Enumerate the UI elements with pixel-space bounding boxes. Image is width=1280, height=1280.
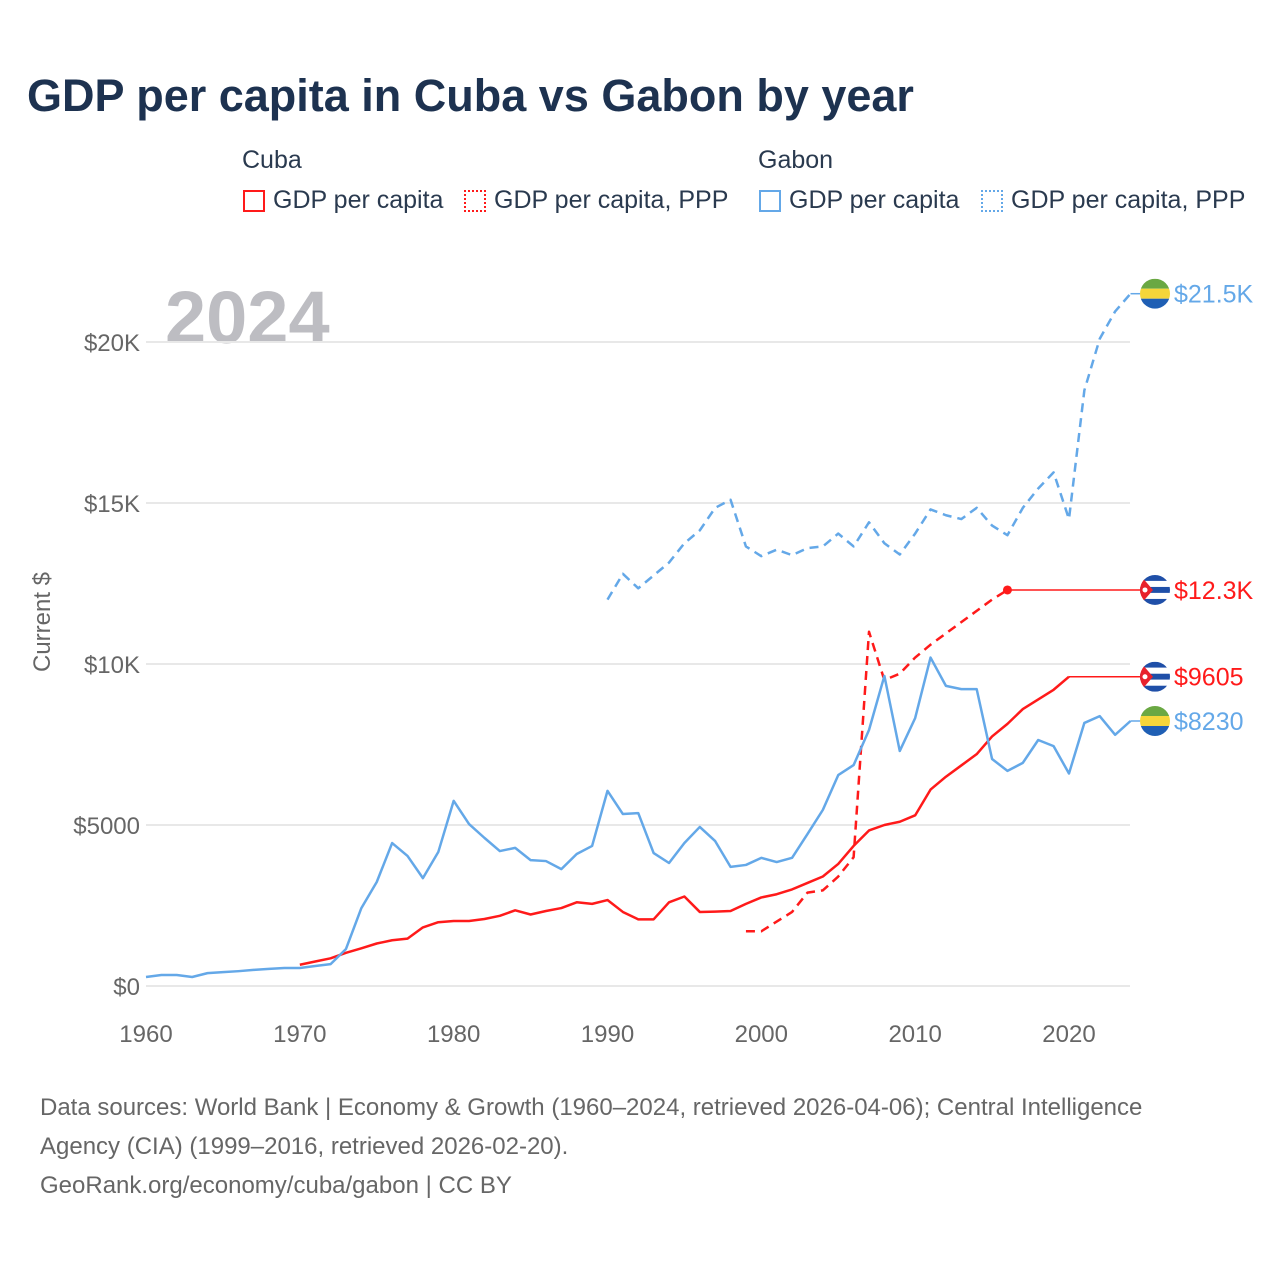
legend-label: GDP per capita <box>273 186 444 214</box>
y-tick-label: $0 <box>113 974 140 1001</box>
legend-swatch-solid-blue <box>759 189 781 212</box>
stripe <box>1140 598 1170 605</box>
legend-swatch-solid-red <box>243 189 265 212</box>
attribution[interactable]: GeoRank.org/economy/cuba/gabon | CC BY <box>40 1172 512 1199</box>
x-tick-label: 1960 <box>119 1021 172 1048</box>
stripe <box>1140 580 1170 587</box>
year-watermark: 2024 <box>165 276 330 359</box>
series-line-cuba-gdp <box>299 675 1070 966</box>
legend-label: GDP per capita <box>789 186 960 214</box>
stripe <box>1140 661 1170 668</box>
end-value-label: $21.5K <box>1174 281 1254 309</box>
legend-label: GDP per capita, PPP <box>1011 186 1246 214</box>
flag-fill <box>1140 278 1170 309</box>
end-value-label: $8230 <box>1174 708 1244 736</box>
stripe <box>1140 592 1170 599</box>
legend-group-cuba: Cuba <box>242 146 302 174</box>
stripe <box>1140 725 1170 736</box>
star <box>1142 587 1148 593</box>
series-line-cuba-ppp <box>745 588 1009 933</box>
y-axis-label: Current $ <box>29 572 56 672</box>
stripe <box>1140 715 1170 726</box>
x-tick-label: 1990 <box>581 1021 634 1048</box>
flag-fill <box>1140 661 1170 692</box>
gabon-flag-icon <box>1140 705 1170 736</box>
stripe <box>1140 298 1170 309</box>
stripe <box>1140 667 1170 674</box>
x-tick-label: 1970 <box>273 1021 326 1048</box>
end-value-label: $9605 <box>1174 664 1244 692</box>
x-tick-label: 2020 <box>1042 1021 1095 1048</box>
source-line-2: Agency (CIA) (1999–2016, retrieved 2026-… <box>40 1133 569 1160</box>
flag-fill <box>1140 574 1170 605</box>
cuba-flag-icon <box>1140 661 1170 692</box>
legend-label: GDP per capita, PPP <box>494 186 729 214</box>
legend-gabon-gdp[interactable]: GDP per capita <box>759 186 959 215</box>
stripe <box>1140 705 1170 716</box>
legend-group-gabon: Gabon <box>758 146 834 174</box>
x-tick-label: 2000 <box>735 1021 788 1048</box>
series-line-gabon-ppp <box>606 292 1132 601</box>
y-tick-label: $20K <box>84 330 140 357</box>
footer: Data sources: World Bank | Economy & Gro… <box>40 1088 1142 1205</box>
legend-swatch-dotted-red <box>464 189 486 212</box>
legend-swatch-dotted-blue <box>981 189 1003 212</box>
star <box>1142 674 1148 680</box>
y-tick-label: $5000 <box>73 813 140 840</box>
gabon-flag-icon <box>1140 278 1170 309</box>
source-line-1: Data sources: World Bank | Economy & Gro… <box>40 1094 1143 1121</box>
stripe <box>1140 288 1170 299</box>
cuba-flag-icon <box>1140 574 1170 605</box>
legend-gabon-ppp[interactable]: GDP per capita, PPP <box>981 186 1245 215</box>
x-tick-label: 2010 <box>888 1021 941 1048</box>
stripe <box>1140 586 1170 593</box>
series-line-gabon-gdp <box>145 656 1132 979</box>
flag-fill <box>1140 705 1170 736</box>
end-value-label: $12.3K <box>1174 577 1254 605</box>
stripe <box>1140 673 1170 680</box>
stripe <box>1140 574 1170 581</box>
stripe <box>1140 679 1170 686</box>
legend-cuba-gdp[interactable]: GDP per capita <box>243 186 443 215</box>
chart-title: GDP per capita in Cuba vs Gabon by year <box>27 70 914 121</box>
y-tick-label: $10K <box>84 652 140 679</box>
stripe <box>1140 685 1170 692</box>
y-tick-label: $15K <box>84 491 140 518</box>
legend-cuba-ppp[interactable]: GDP per capita, PPP <box>464 186 728 215</box>
x-tick-label: 1980 <box>427 1021 480 1048</box>
stripe <box>1140 278 1170 289</box>
